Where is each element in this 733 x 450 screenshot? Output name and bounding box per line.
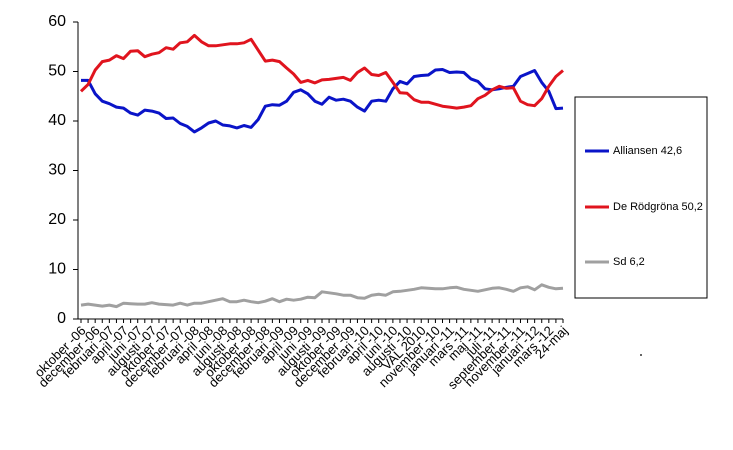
series-line <box>79 33 564 110</box>
y-tick-label: 20 <box>48 211 66 228</box>
legend-label: De Rödgröna 50,2 <box>613 201 703 213</box>
dot <box>640 354 642 356</box>
legend-label: Sd 6,2 <box>613 256 645 268</box>
series-line <box>81 68 564 134</box>
legend-box <box>574 96 708 299</box>
y-tick-label: 10 <box>48 261 66 278</box>
y-tick-label: 40 <box>48 112 66 129</box>
series-line <box>80 283 564 309</box>
y-tick-label: 50 <box>48 63 66 80</box>
legend-label: Alliansen 42,6 <box>613 145 682 157</box>
y-tick-label: 60 <box>48 13 66 30</box>
y-tick-label: 0 <box>57 310 66 327</box>
y-tick-label: 30 <box>48 162 66 179</box>
